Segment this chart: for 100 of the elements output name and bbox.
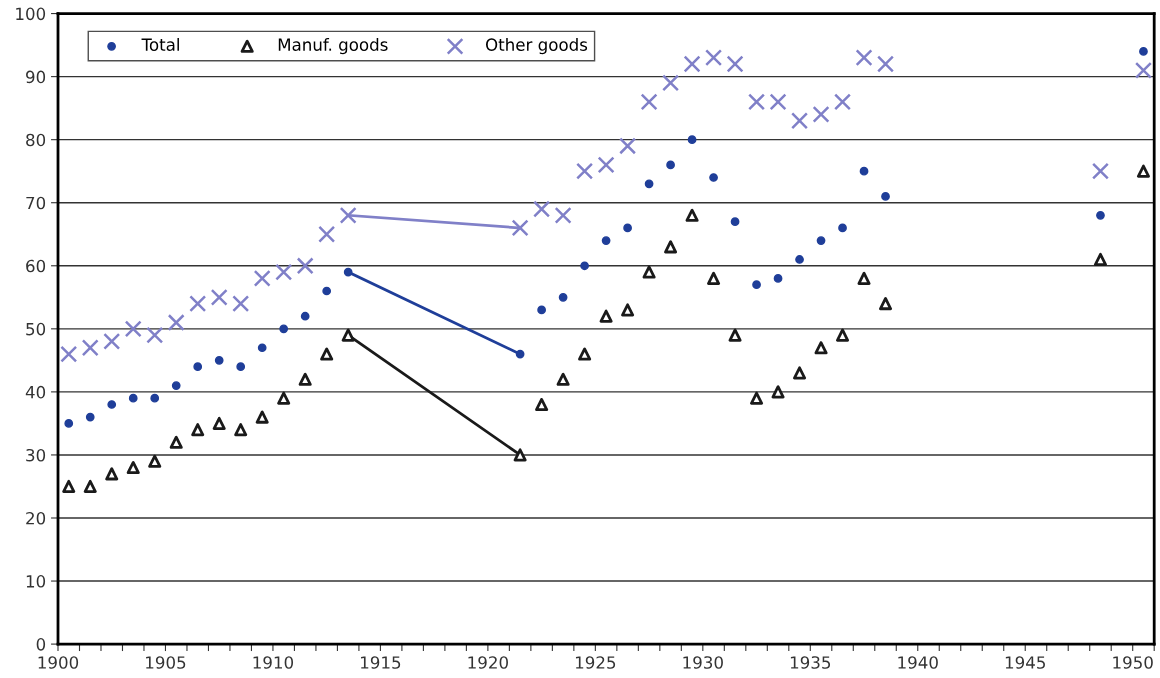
point — [662, 74, 680, 92]
point — [128, 393, 138, 403]
point — [773, 274, 783, 283]
point — [210, 288, 228, 306]
point — [619, 137, 637, 155]
point — [578, 347, 592, 361]
point — [255, 410, 269, 424]
point — [148, 454, 162, 468]
x-tick-label: 1920 — [468, 656, 508, 669]
y-tick-label: 50 — [26, 322, 46, 336]
point — [535, 397, 549, 412]
point — [623, 223, 632, 233]
point — [537, 305, 546, 315]
point — [277, 391, 291, 405]
point — [1096, 210, 1105, 220]
x-tick-label: 1950 — [1113, 656, 1153, 669]
point — [750, 391, 764, 405]
point — [558, 292, 568, 302]
point — [1091, 162, 1109, 180]
point — [513, 448, 527, 462]
point — [191, 423, 205, 437]
point — [859, 166, 869, 176]
point — [816, 236, 826, 245]
point — [1139, 47, 1148, 56]
point — [752, 280, 761, 290]
point — [169, 435, 183, 449]
point — [835, 328, 850, 342]
point — [576, 162, 594, 180]
point — [1136, 164, 1150, 178]
x-tick-label: 1915 — [361, 656, 401, 669]
point — [341, 328, 355, 342]
x-tick-label: 1910 — [253, 656, 294, 669]
point — [791, 112, 809, 130]
point — [642, 265, 656, 279]
x-tick-label: 1945 — [1005, 656, 1045, 669]
point — [793, 366, 807, 380]
point — [687, 135, 697, 145]
x-tick-label: 1940 — [898, 656, 938, 669]
point — [511, 219, 529, 237]
point — [621, 303, 635, 317]
point — [81, 339, 99, 357]
point — [726, 55, 744, 73]
y-tick-label: 30 — [26, 448, 46, 462]
point — [666, 160, 675, 170]
point — [838, 223, 847, 233]
point — [339, 206, 357, 224]
y-tick-label: 0 — [36, 638, 46, 651]
point — [126, 461, 140, 475]
point — [515, 349, 525, 359]
point — [212, 416, 226, 430]
y-tick-label: 40 — [25, 385, 46, 399]
point — [232, 295, 250, 313]
point — [296, 257, 314, 275]
x-tick-label: 1930 — [683, 656, 723, 669]
point — [601, 236, 611, 245]
point — [150, 393, 160, 403]
legend-label: Total — [141, 38, 179, 51]
point — [167, 313, 185, 332]
point — [554, 206, 572, 224]
point — [597, 156, 615, 174]
point — [533, 200, 551, 218]
point — [599, 309, 613, 323]
point — [320, 347, 334, 361]
point — [253, 269, 271, 287]
y-tick-label: 70 — [26, 196, 46, 210]
legend-label: Other goods — [485, 38, 588, 55]
point — [580, 261, 589, 271]
x-tick-label: 1900 — [38, 656, 79, 669]
legend-label: Manuf. goods — [278, 38, 388, 55]
point — [234, 423, 248, 437]
y-tick-label: 80 — [26, 133, 46, 147]
point — [105, 467, 119, 481]
point — [322, 286, 332, 296]
point — [683, 55, 701, 73]
point — [189, 295, 207, 313]
point — [834, 93, 852, 111]
point — [193, 362, 203, 372]
point — [556, 372, 570, 386]
x-tick-label: 1935 — [790, 656, 831, 669]
point — [730, 217, 740, 227]
y-tick-label: 100 — [16, 7, 46, 21]
point — [171, 381, 181, 390]
point — [814, 341, 828, 355]
point — [318, 225, 336, 243]
point — [1134, 61, 1152, 79]
y-tick-label: 90 — [26, 70, 46, 84]
point — [85, 412, 95, 422]
point — [64, 419, 74, 428]
point — [275, 263, 293, 281]
point — [857, 271, 871, 285]
point — [343, 267, 353, 277]
point — [146, 326, 164, 344]
point — [728, 328, 742, 342]
point — [214, 355, 224, 365]
point — [83, 479, 97, 494]
y-tick-label: 60 — [26, 259, 46, 273]
point — [124, 320, 142, 338]
x-tick-label: 1925 — [575, 656, 616, 669]
point — [881, 192, 890, 201]
y-tick-label: 20 — [26, 511, 46, 525]
